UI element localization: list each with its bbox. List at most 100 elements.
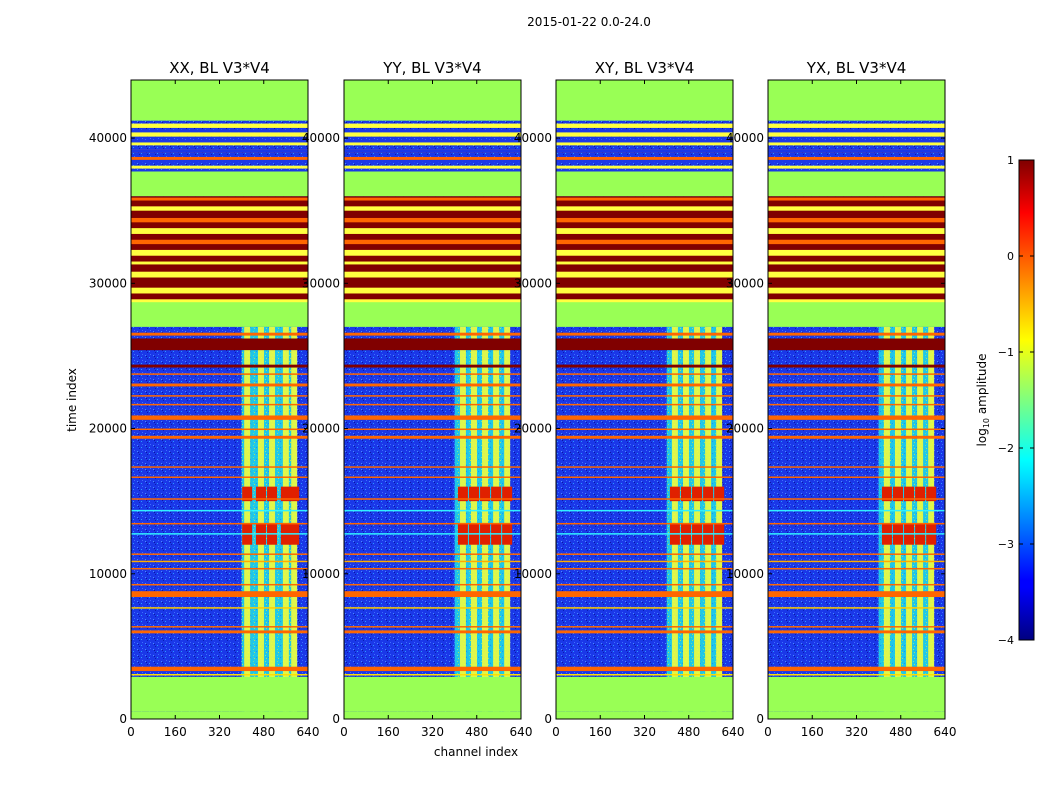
flagged-time-range [556,80,733,121]
band-stripe [768,217,945,223]
x-tick-label: 480 [677,725,700,739]
band-stripe [556,165,733,169]
flag-stripe [131,673,308,676]
flag-stripe [556,626,733,628]
band-stripe [768,299,945,303]
flag-stripe [768,630,945,634]
colorbar-tick-label: 1 [1007,154,1014,167]
band-stripe [131,206,308,211]
hot-channel-column [894,326,901,712]
flag-stripe [768,591,945,598]
rfi-burst [267,486,278,502]
high-amplitude-block [344,196,521,301]
colorbar-label-prefix: log [975,428,989,446]
band-stripe [768,132,945,137]
flag-stripe [131,476,308,478]
flag-stripe [768,332,945,336]
panel-title: XY, BL V3*V4 [595,59,695,77]
flag-stripe [344,591,521,598]
flag-stripe [131,383,308,387]
flag-stripe [556,332,733,336]
flag-stripe [131,666,308,672]
band-stripe [344,249,521,256]
band-stripe [556,132,733,137]
band-stripe [131,132,308,137]
flag-stripe [131,428,308,431]
flag-stripe [768,476,945,478]
colorbar-label-sub: 10 [982,418,991,428]
rfi-burst [680,486,691,502]
panel-1: 0 10000 20000 30000 40000 0 160 320 480 640 XX, BL… [89,59,320,739]
y-axis-label: time index [65,368,79,432]
x-axis-label: channel index [434,745,518,759]
rfi-burst [669,486,680,502]
hot-channel-column [671,326,678,712]
panel-title: YX, BL V3*V4 [806,59,907,77]
band-stripe [556,217,733,223]
flag-stripe [344,583,521,586]
flag-stripe [131,373,308,375]
flag-stripe [344,522,521,525]
band-stripe [131,249,308,256]
flag-stripe [131,509,308,512]
flag-stripe [131,338,308,351]
band-stripe [344,287,521,294]
y-tick-label: 20000 [89,422,127,436]
x-tick-label: 320 [845,725,868,739]
x-tick-label: 160 [164,725,187,739]
noise-stripe [768,129,945,133]
band-stripe [344,132,521,137]
band-stripe [768,287,945,294]
x-tick-label: 320 [421,725,444,739]
band-stripe [556,140,733,146]
noise-stripe [556,129,733,133]
flag-stripe [344,435,521,439]
flagged-block [344,300,521,327]
band-stripe [768,228,945,234]
y-tick-label: 20000 [302,422,340,436]
flag-stripe [768,533,945,535]
y-tick-label: 10000 [514,567,552,581]
flag-stripe [344,567,521,570]
band-stripe [556,197,733,201]
band-stripe [344,197,521,201]
flag-stripe [556,403,733,406]
x-tick-label: 640 [297,725,320,739]
flag-stripe [768,626,945,628]
flag-stripe [131,630,308,634]
flagged-time-range [556,676,733,712]
rfi-burst [457,486,468,502]
hot-channel-column [244,326,251,712]
flag-stripe [344,498,521,500]
flag-stripe [131,364,308,368]
flag-stripe [768,607,945,609]
band-stripe [768,123,945,128]
noise-stripe [556,139,733,143]
flag-stripe [131,415,308,420]
panel-4: 0 10000 20000 30000 40000 0 160 320 480 640 YX, BL… [726,59,957,739]
hot-channel-column [291,326,298,712]
flag-stripe [131,567,308,570]
flag-stripe [556,383,733,387]
flag-stripe [768,373,945,375]
flag-stripe [768,466,945,468]
flag-stripe [556,415,733,420]
hot-channel-column [493,326,500,712]
flag-stripe [556,498,733,500]
x-tick-label: 640 [934,725,957,739]
band-stripe [556,156,733,162]
band-stripe [131,228,308,234]
rfi-burst [289,486,300,502]
flag-stripe [344,533,521,535]
flag-stripe [556,428,733,431]
flagged-block [556,300,733,327]
band-stripe [556,249,733,256]
noise-stripe [556,159,733,163]
x-tick-label: 160 [801,725,824,739]
band-stripe [768,206,945,211]
rfi-burst [692,486,703,502]
flag-stripe [556,533,733,535]
flag-stripe [344,607,521,609]
rfi-burst [255,486,266,502]
band-stripe [768,165,945,169]
